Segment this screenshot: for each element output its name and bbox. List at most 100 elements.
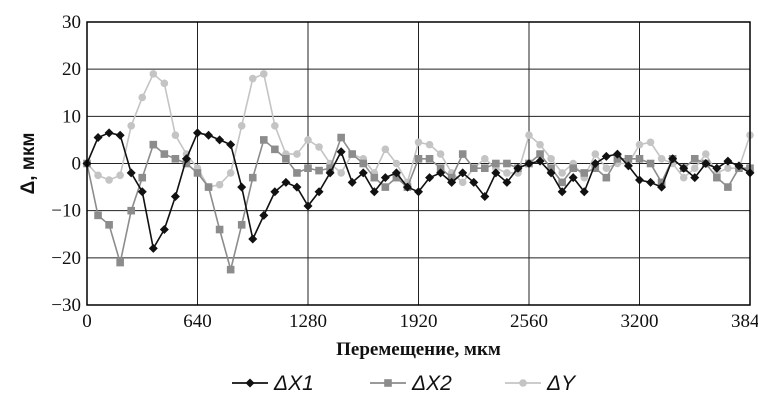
legend-swatch-marker bbox=[519, 379, 527, 387]
data-point bbox=[591, 164, 600, 173]
data-point bbox=[149, 140, 158, 149]
data-point bbox=[237, 182, 247, 192]
legend-label: ΔY bbox=[546, 372, 577, 395]
data-point bbox=[326, 164, 334, 173]
data-point bbox=[104, 128, 114, 138]
data-point bbox=[127, 206, 135, 215]
data-point bbox=[204, 130, 214, 140]
data-point bbox=[436, 168, 446, 178]
data-point bbox=[392, 173, 401, 182]
data-point bbox=[635, 175, 644, 185]
data-point bbox=[525, 131, 533, 139]
data-point bbox=[546, 168, 556, 178]
data-point bbox=[138, 173, 147, 182]
data-point bbox=[502, 177, 512, 187]
data-point bbox=[535, 156, 545, 166]
data-point bbox=[293, 169, 301, 177]
data-point bbox=[536, 150, 544, 158]
legend-item: ΔX1 bbox=[232, 372, 314, 395]
data-point bbox=[381, 145, 390, 154]
data-point bbox=[391, 168, 401, 178]
data-point bbox=[105, 221, 113, 229]
data-point bbox=[657, 154, 666, 163]
tick-labels: −30 −20 −10 0 10 20 30 0 640 1280 1920 2560 3200 3840 bbox=[51, 12, 758, 332]
data-point bbox=[160, 150, 169, 158]
data-point bbox=[226, 265, 235, 274]
data-point bbox=[458, 150, 467, 158]
data-point bbox=[381, 183, 390, 191]
data-point bbox=[347, 177, 357, 187]
data-point bbox=[724, 164, 732, 173]
series-1 bbox=[82, 128, 755, 253]
data-point bbox=[425, 154, 434, 163]
data-point bbox=[547, 154, 555, 163]
y-axis-label: Δ, мкм bbox=[18, 133, 39, 195]
data-point bbox=[425, 173, 435, 183]
data-point bbox=[137, 187, 147, 197]
data-point bbox=[635, 154, 644, 163]
data-point bbox=[623, 161, 633, 171]
y-tick-label: 20 bbox=[62, 59, 81, 80]
plot-frame bbox=[86, 21, 751, 306]
data-point bbox=[380, 173, 390, 183]
data-point bbox=[126, 168, 136, 178]
data-point bbox=[646, 138, 655, 147]
data-point bbox=[503, 159, 511, 168]
data-point bbox=[414, 138, 423, 147]
y-tick-label: −10 bbox=[51, 201, 81, 222]
data-point bbox=[392, 159, 401, 168]
data-point bbox=[116, 171, 124, 180]
data-point bbox=[635, 140, 644, 149]
data-point bbox=[215, 180, 224, 189]
data-point bbox=[569, 164, 577, 173]
data-point bbox=[568, 173, 578, 183]
data-point bbox=[94, 171, 102, 180]
data-point bbox=[159, 225, 169, 235]
x-tick-label: 0 bbox=[82, 311, 92, 332]
data-point bbox=[358, 168, 368, 178]
data-point bbox=[481, 154, 489, 163]
data-point bbox=[547, 164, 555, 173]
data-point bbox=[513, 163, 523, 173]
data-point bbox=[690, 154, 699, 163]
data-point bbox=[248, 173, 257, 182]
data-point bbox=[270, 187, 280, 197]
data-point bbox=[248, 234, 258, 244]
data-point bbox=[723, 156, 733, 166]
data-point bbox=[348, 150, 356, 158]
data-point bbox=[536, 140, 544, 149]
data-point bbox=[226, 169, 235, 177]
data-point bbox=[314, 187, 324, 197]
data-point bbox=[690, 173, 700, 183]
data-point bbox=[724, 183, 732, 191]
data-point bbox=[712, 163, 722, 173]
data-point bbox=[613, 154, 622, 163]
data-point bbox=[248, 74, 257, 83]
data-point bbox=[304, 136, 312, 144]
data-point bbox=[558, 169, 566, 177]
data-point bbox=[469, 164, 478, 173]
data-point bbox=[170, 192, 180, 202]
data-point bbox=[734, 161, 744, 171]
legend-swatch-marker bbox=[384, 379, 392, 387]
data-point bbox=[370, 173, 379, 182]
data-point bbox=[402, 182, 412, 192]
data-point bbox=[171, 131, 180, 139]
data-point bbox=[292, 182, 302, 192]
data-point bbox=[657, 182, 667, 192]
data-point bbox=[591, 150, 600, 158]
data-point bbox=[481, 164, 489, 173]
data-point bbox=[590, 159, 600, 168]
y-tick-label: 0 bbox=[72, 154, 82, 175]
data-point bbox=[702, 150, 710, 158]
data-point bbox=[116, 258, 124, 267]
data-point bbox=[557, 187, 567, 197]
legend-item: ΔY bbox=[505, 372, 577, 395]
data-point bbox=[193, 169, 202, 177]
data-point bbox=[480, 192, 490, 202]
data-point bbox=[215, 135, 225, 145]
x-tick-label: 3840 bbox=[731, 311, 758, 332]
data-point bbox=[359, 159, 368, 168]
data-point bbox=[491, 168, 501, 178]
data-point bbox=[303, 201, 313, 211]
